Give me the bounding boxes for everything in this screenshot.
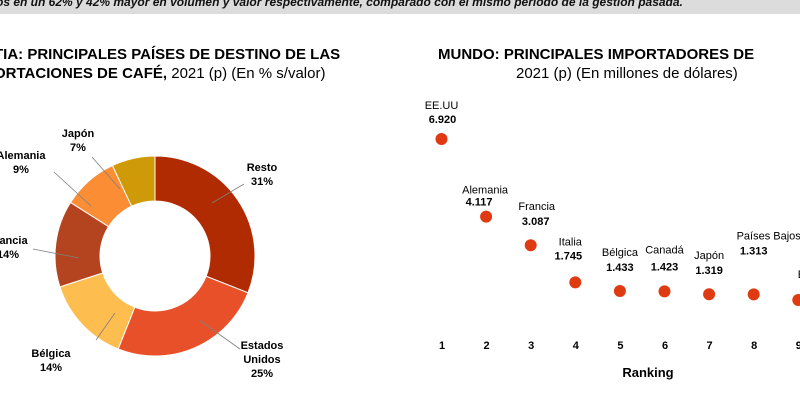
- scatter-point: [435, 133, 448, 145]
- donut-slice: [117, 275, 249, 357]
- donut-leader-line: [198, 319, 241, 350]
- donut-slice-value: 25%: [251, 368, 273, 380]
- scatter-point-value: 3.087: [522, 216, 550, 228]
- scatter-point: [792, 294, 800, 306]
- donut-leader-line: [32, 248, 80, 259]
- donut-slice: [111, 155, 156, 207]
- donut-slice-label: Alemania: [0, 150, 46, 162]
- scatter-point-name: Francia: [518, 201, 556, 213]
- x-tick-label: 6: [662, 340, 668, 352]
- x-tick-label: 3: [528, 340, 534, 352]
- donut-chart-title: TIA: PRINCIPALES PAÍSES DE DESTINO DE LA…: [0, 45, 340, 83]
- donut-slice-label: Unidos: [243, 354, 280, 366]
- donut-slice-value: 9%: [13, 164, 29, 176]
- scatter-subtitle: 2021 (p) (En millones de dólares): [516, 65, 738, 82]
- x-tick-label: 4: [573, 340, 580, 352]
- x-tick-label: 9: [796, 340, 800, 352]
- scatter-point-name: Italia: [559, 236, 583, 248]
- donut-leader-line: [211, 183, 245, 204]
- donut-leader-line: [53, 171, 92, 207]
- donut-slice-label: Francia: [0, 235, 28, 247]
- top-banner: os en un 62% y 42% mayor en volumen y va…: [0, 0, 800, 14]
- donut-title-line2-bold: ORTACIONES DE CAFÉ,: [0, 65, 168, 82]
- donut-slice-value: 14%: [40, 362, 62, 374]
- scatter-point-name: Alemania: [462, 185, 509, 197]
- scatter-point: [613, 285, 626, 298]
- x-tick-label: 1: [439, 340, 445, 352]
- x-tick-label: 5: [617, 340, 623, 352]
- banner-text: os en un 62% y 42% mayor en volumen y va…: [0, 0, 683, 9]
- donut-slice-value: 14%: [0, 249, 19, 261]
- donut-slice-value: 7%: [70, 142, 86, 154]
- scatter-point: [480, 210, 493, 223]
- scatter-point-value: 4.117: [466, 197, 493, 209]
- scatter-point-name: Canadá: [645, 244, 684, 256]
- donut-slice-label: Bélgica: [31, 348, 71, 360]
- donut-slice: [154, 155, 256, 294]
- scatter-point-value: 1.313: [740, 245, 768, 257]
- donut-slice-value: 31%: [251, 176, 273, 188]
- scatter-point-value: 1.319: [695, 265, 723, 277]
- x-tick-label: 7: [707, 340, 713, 352]
- scatter-point: [658, 285, 671, 298]
- scatter-point: [524, 239, 537, 252]
- scatter-point-value: 1.423: [651, 261, 679, 273]
- scatter-point: [703, 288, 716, 301]
- donut-slice-label: Japón: [62, 128, 95, 140]
- donut-leader-line: [91, 156, 121, 190]
- scatter-point-value: 1.745: [555, 250, 583, 262]
- x-axis-title: Ranking: [622, 365, 673, 380]
- scatter-point-name: Japón: [694, 250, 724, 262]
- scatter-title: MUNDO: PRINCIPALES IMPORTADORES DE: [438, 46, 755, 63]
- scatter-point-name: Países Bajos: [737, 230, 800, 242]
- scatter-point-name: Espa: [798, 269, 800, 281]
- scatter-point-name: EE.UU: [425, 100, 459, 112]
- scatter-point: [747, 288, 760, 301]
- scatter-point-value: 1.433: [606, 262, 634, 274]
- scatter-chart-title: MUNDO: PRINCIPALES IMPORTADORES DE 2021 …: [438, 45, 754, 83]
- x-tick-label: 2: [484, 340, 490, 352]
- x-tick-label: 8: [751, 340, 757, 352]
- donut-leader-line: [95, 312, 116, 341]
- scatter-point-value: 6.920: [429, 114, 457, 126]
- donut-title-line2-rest: 2021 (p) (En % s/valor): [167, 65, 326, 82]
- donut-slice-label: Resto: [247, 162, 278, 174]
- scatter-point-name: Bélgica: [602, 247, 639, 259]
- scatter-point: [569, 276, 582, 289]
- donut-title-line2: ORTACIONES DE CAFÉ, 2021 (p) (En % s/val…: [0, 64, 340, 83]
- donut-slice-label: Estados: [241, 340, 284, 352]
- donut-title-line1: TIA: PRINCIPALES PAÍSES DE DESTINO DE LA…: [0, 46, 341, 63]
